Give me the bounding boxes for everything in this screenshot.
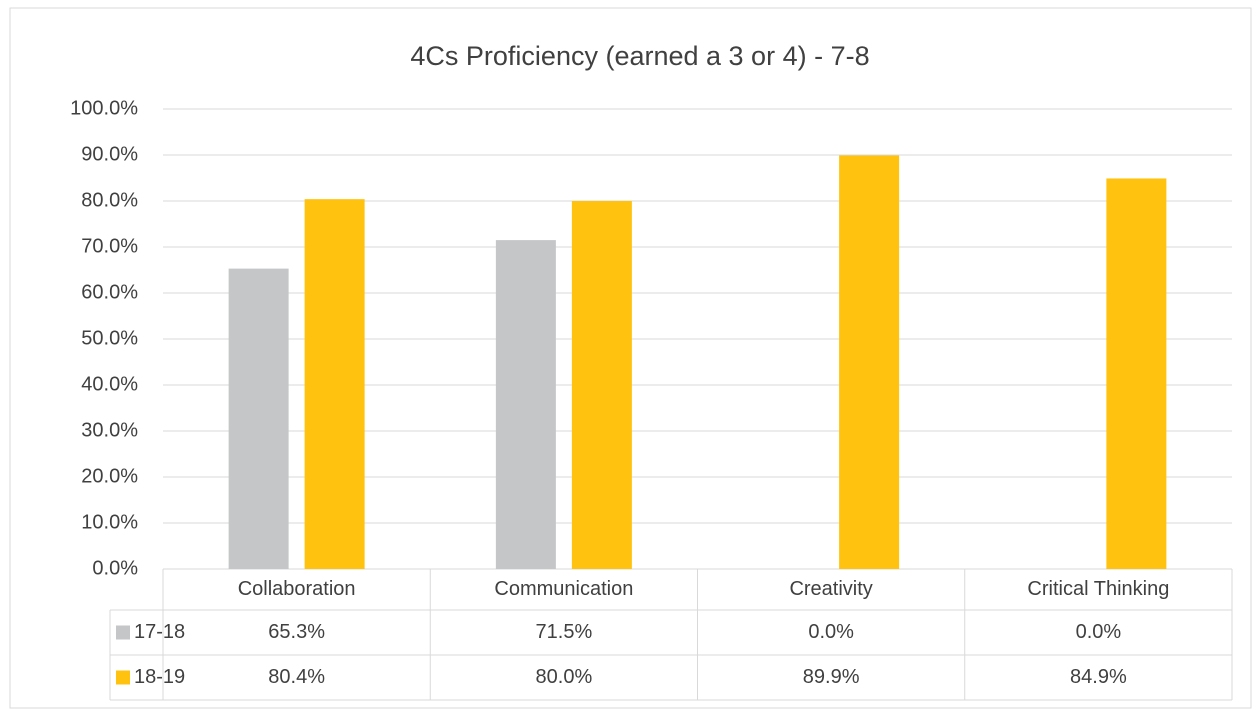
table-value: 89.9% [803, 666, 860, 688]
y-tick-label: 0.0% [92, 557, 138, 579]
x-tick-label: Creativity [789, 578, 872, 600]
table-value: 0.0% [1076, 621, 1122, 643]
bar [228, 268, 289, 569]
y-tick-label: 70.0% [81, 235, 138, 257]
table-value: 80.4% [268, 666, 325, 688]
y-tick-label: 30.0% [81, 419, 138, 441]
chart-border [9, 7, 1252, 709]
y-tick-label: 90.0% [81, 143, 138, 165]
bar [571, 201, 632, 569]
y-tick-label: 80.0% [81, 189, 138, 211]
table-value: 65.3% [268, 621, 325, 643]
y-tick-label: 40.0% [81, 373, 138, 395]
x-tick-label: Communication [494, 578, 633, 600]
legend-swatch [116, 670, 130, 685]
y-tick-label: 20.0% [81, 465, 138, 487]
bar [495, 240, 556, 569]
legend-swatch [116, 625, 130, 640]
table-value: 80.0% [536, 666, 593, 688]
y-tick-label: 10.0% [81, 511, 138, 533]
table-value: 0.0% [808, 621, 854, 643]
chart-title: 4Cs Proficiency (earned a 3 or 4) - 7-8 [410, 41, 869, 71]
y-tick-label: 50.0% [81, 327, 138, 349]
x-tick-label: Collaboration [238, 578, 356, 600]
bar [839, 155, 900, 569]
y-tick-label: 100.0% [70, 97, 138, 119]
bar [1106, 178, 1167, 569]
legend-label: 17-18 [134, 621, 185, 643]
x-tick-label: Critical Thinking [1027, 578, 1169, 600]
y-tick-label: 60.0% [81, 281, 138, 303]
table-value: 71.5% [536, 621, 593, 643]
table-value: 84.9% [1070, 666, 1127, 688]
bar [304, 199, 365, 569]
legend-label: 18-19 [134, 666, 185, 688]
